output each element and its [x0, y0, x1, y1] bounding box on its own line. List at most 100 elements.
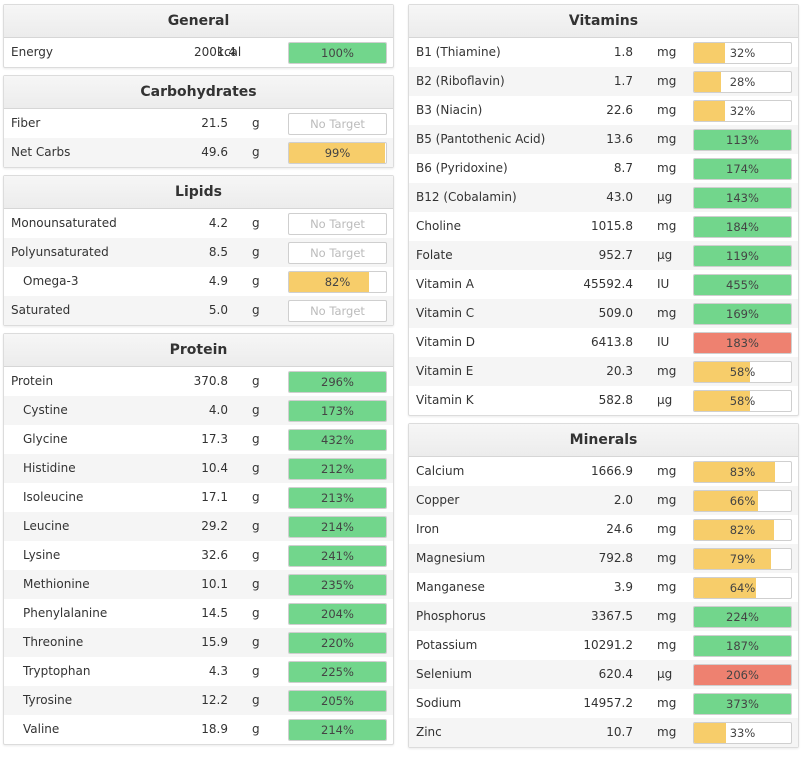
nutrient-row[interactable]: Vitamin D 6413.8 IU 183% [409, 328, 798, 357]
nutrient-row[interactable]: Glycine 17.3 g 432% [4, 425, 393, 454]
nutrient-amount: 4.0 [208, 403, 228, 417]
nutrient-row[interactable]: Lysine 32.6 g 241% [4, 541, 393, 570]
nutrient-unit: g [252, 577, 260, 591]
nutrient-row[interactable]: Zinc 10.7 mg 33% [409, 718, 798, 747]
nutrient-row[interactable]: Calcium 1666.9 mg 83% [409, 457, 798, 486]
nutrient-row[interactable]: Vitamin A 45592.4 IU 455% [409, 270, 798, 299]
nutrient-row[interactable]: Energy 2001.4 kcal 100% [4, 38, 393, 67]
nutrient-row[interactable]: Monounsaturated 4.2 g No Target [4, 209, 393, 238]
carbohydrates-header: Carbohydrates [4, 76, 393, 109]
target-progress-bar: 220% [288, 632, 387, 654]
nutrient-row[interactable]: Folate 952.7 µg 119% [409, 241, 798, 270]
nutrient-amount: 1.7 [613, 74, 633, 88]
nutrient-row[interactable]: Fiber 21.5 g No Target [4, 109, 393, 138]
nutrient-row[interactable]: Copper 2.0 mg 66% [409, 486, 798, 515]
nutrient-row[interactable]: Manganese 3.9 mg 64% [409, 573, 798, 602]
progress-fill [289, 517, 386, 537]
nutrient-row[interactable]: Leucine 29.2 g 214% [4, 512, 393, 541]
progress-fill [289, 43, 386, 63]
target-progress-bar: 28% [693, 71, 792, 93]
nutrient-row[interactable]: Cystine 4.0 g 173% [4, 396, 393, 425]
progress-percent-label: 99% [324, 146, 351, 160]
target-progress-bar: 183% [693, 332, 792, 354]
target-progress-bar: 83% [693, 461, 792, 483]
nutrient-row[interactable]: Saturated 5.0 g No Target [4, 296, 393, 325]
nutrient-amount: 1.8 [613, 45, 633, 59]
nutrient-amount: 2001.4 [194, 45, 236, 59]
progress-percent-label: 33% [729, 726, 756, 740]
nutrient-amount: 12.2 [201, 693, 228, 707]
progress-percent-label: 213% [321, 491, 354, 505]
nutrient-row[interactable]: Net Carbs 49.6 g 99% [4, 138, 393, 167]
minerals-rows: Calcium 1666.9 mg 83% Copper 2.0 mg 66% Iron 24.6… [409, 457, 798, 747]
nutrient-amount: 21.5 [201, 116, 228, 130]
nutrient-row[interactable]: Omega-3 4.9 g 82% [4, 267, 393, 296]
progress-percent-label: 183% [726, 336, 759, 350]
nutrient-name: Vitamin D [416, 335, 476, 349]
nutrient-row[interactable]: Selenium 620.4 µg 206% [409, 660, 798, 689]
target-progress-bar: 225% [288, 661, 387, 683]
nutrient-amount: 17.3 [201, 432, 228, 446]
progress-percent-label: 214% [321, 520, 354, 534]
progress-percent-label: 241% [321, 549, 354, 563]
nutrient-amount: 2.0 [613, 493, 633, 507]
nutrient-amount: 509.0 [598, 306, 633, 320]
nutrient-row[interactable]: Polyunsaturated 8.5 g No Target [4, 238, 393, 267]
nutrient-row[interactable]: Valine 18.9 g 214% [4, 715, 393, 744]
nutrient-name: Energy [11, 45, 54, 59]
nutrient-name: B2 (Riboflavin) [416, 74, 505, 88]
nutrient-row[interactable]: Histidine 10.4 g 212% [4, 454, 393, 483]
nutrient-name: Valine [23, 722, 60, 736]
nutrient-row[interactable]: Threonine 15.9 g 220% [4, 628, 393, 657]
target-progress-bar: 99% [288, 142, 387, 164]
nutrient-row[interactable]: Iron 24.6 mg 82% [409, 515, 798, 544]
target-progress-bar: No Target [288, 213, 387, 235]
general-panel: General Energy 2001.4 kcal 100% [3, 4, 394, 68]
nutrient-row[interactable]: Sodium 14957.2 mg 373% [409, 689, 798, 718]
nutrient-row[interactable]: B12 (Cobalamin) 43.0 µg 143% [409, 183, 798, 212]
nutrient-amount: 1666.9 [591, 464, 633, 478]
nutrient-row[interactable]: Vitamin E 20.3 mg 58% [409, 357, 798, 386]
nutrient-name: Iron [416, 522, 440, 536]
nutrient-name: Fiber [11, 116, 41, 130]
nutrient-name: Sodium [416, 696, 462, 710]
nutrient-name: Tryptophan [23, 664, 91, 678]
nutrient-row[interactable]: B3 (Niacin) 22.6 mg 32% [409, 96, 798, 125]
nutrient-row[interactable]: Phenylalanine 14.5 g 204% [4, 599, 393, 628]
nutrient-row[interactable]: Tyrosine 12.2 g 205% [4, 686, 393, 715]
nutrient-row[interactable]: Potassium 10291.2 mg 187% [409, 631, 798, 660]
nutrient-row[interactable]: Vitamin K 582.8 µg 58% [409, 386, 798, 415]
nutrient-row[interactable]: Choline 1015.8 mg 184% [409, 212, 798, 241]
nutrient-amount: 32.6 [201, 548, 228, 562]
nutrient-name: Isoleucine [23, 490, 84, 504]
carbohydrates-rows: Fiber 21.5 g No Target Net Carbs 49.6 g 99% [4, 109, 393, 167]
nutrient-unit: g [252, 303, 260, 317]
nutrient-row[interactable]: B6 (Pyridoxine) 8.7 mg 174% [409, 154, 798, 183]
nutrient-row[interactable]: Protein 370.8 g 296% [4, 367, 393, 396]
nutrient-row[interactable]: Magnesium 792.8 mg 79% [409, 544, 798, 573]
nutrient-unit: µg [657, 667, 673, 681]
nutrient-unit: g [252, 519, 260, 533]
nutrient-amount: 10.1 [201, 577, 228, 591]
nutrient-row[interactable]: Isoleucine 17.1 g 213% [4, 483, 393, 512]
target-progress-bar: 174% [693, 158, 792, 180]
nutrient-row[interactable]: Methionine 10.1 g 235% [4, 570, 393, 599]
progress-fill [694, 362, 751, 382]
target-progress-bar: 184% [693, 216, 792, 238]
nutrient-name: Polyunsaturated [11, 245, 109, 259]
progress-percent-label: 113% [726, 133, 759, 147]
nutrient-row[interactable]: Tryptophan 4.3 g 225% [4, 657, 393, 686]
nutrient-amount: 8.5 [208, 245, 228, 259]
nutrient-unit: mg [657, 74, 677, 88]
progress-percent-label: 28% [729, 75, 756, 89]
nutrient-unit: mg [657, 45, 677, 59]
nutrient-row[interactable]: Phosphorus 3367.5 mg 224% [409, 602, 798, 631]
nutrient-name: Glycine [23, 432, 68, 446]
nutrient-row[interactable]: B5 (Pantothenic Acid) 13.6 mg 113% [409, 125, 798, 154]
nutrient-row[interactable]: B2 (Riboflavin) 1.7 mg 28% [409, 67, 798, 96]
nutrient-row[interactable]: B1 (Thiamine) 1.8 mg 32% [409, 38, 798, 67]
nutrient-row[interactable]: Vitamin C 509.0 mg 169% [409, 299, 798, 328]
nutrient-amount: 582.8 [598, 393, 633, 407]
nutrient-name: Lysine [23, 548, 61, 562]
nutrient-unit: g [252, 693, 260, 707]
